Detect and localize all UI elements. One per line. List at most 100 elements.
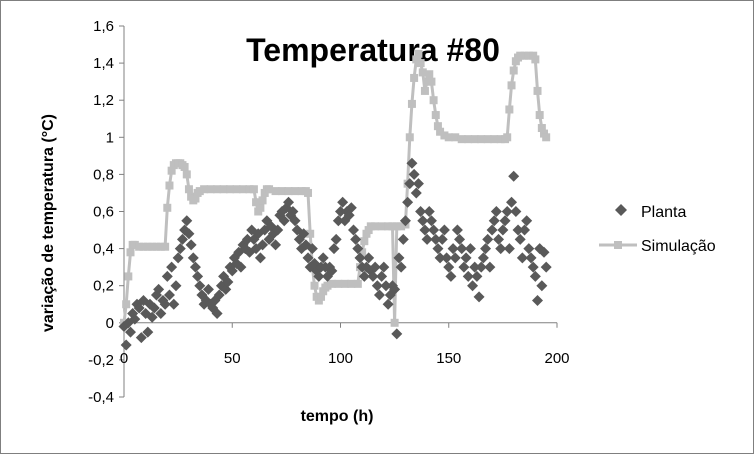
- simulacao-point: [304, 188, 313, 197]
- planta-point: [445, 270, 457, 282]
- planta-point: [382, 298, 394, 310]
- planta-point: [302, 252, 314, 264]
- planta-point: [441, 252, 453, 264]
- planta-point: [352, 243, 364, 255]
- simulacao-point: [278, 187, 287, 196]
- simulacao-point: [256, 203, 265, 212]
- planta-point: [211, 308, 223, 320]
- planta-point: [438, 224, 450, 236]
- simulacao-point: [384, 222, 393, 231]
- simulacao-point: [533, 86, 542, 95]
- simulacao-point: [535, 111, 544, 120]
- planta-point: [482, 233, 494, 245]
- planta-point: [254, 252, 266, 264]
- simulacao-point: [130, 240, 139, 249]
- y-axis-label: variação de temperatura (°C): [40, 114, 57, 332]
- planta-point: [270, 239, 282, 251]
- y-tick-label: 0: [106, 315, 114, 332]
- planta-point: [402, 196, 414, 208]
- simulacao-point: [163, 203, 172, 212]
- planta-point: [529, 270, 541, 282]
- planta-point: [419, 224, 431, 236]
- simulacao-point: [239, 185, 248, 194]
- planta-point: [133, 302, 145, 314]
- planta-point: [350, 233, 362, 245]
- planta-point: [185, 239, 197, 251]
- x-axis-label: tempo (h): [301, 408, 374, 425]
- planta-point: [499, 215, 511, 227]
- simulacao-point: [327, 279, 336, 288]
- simulacao-point: [334, 279, 343, 288]
- planta-point: [373, 289, 385, 301]
- y-tick-label: 1: [106, 129, 114, 146]
- simulacao-point: [297, 187, 306, 196]
- planta-point: [454, 233, 466, 245]
- planta-point: [155, 308, 167, 320]
- simulacao-point: [429, 96, 438, 105]
- planta-point: [148, 302, 160, 314]
- simulacao-point: [477, 135, 486, 144]
- planta-point: [328, 243, 340, 255]
- planta-point: [521, 215, 533, 227]
- planta-point: [495, 243, 507, 255]
- simulacao-point: [347, 279, 356, 288]
- planta-point: [540, 261, 552, 273]
- planta-point: [326, 265, 338, 277]
- planta-point: [516, 252, 528, 264]
- planta-point: [289, 215, 301, 227]
- planta-point: [345, 202, 357, 214]
- simulacao-point: [377, 222, 386, 231]
- x-tick-label: 200: [544, 350, 569, 367]
- planta-point: [378, 261, 390, 273]
- planta-point: [469, 261, 481, 273]
- planta-point: [376, 270, 388, 282]
- planta-point: [447, 243, 459, 255]
- planta-point: [488, 215, 500, 227]
- simulacao-point: [490, 135, 499, 144]
- planta-point: [124, 326, 136, 338]
- planta-point: [527, 261, 539, 273]
- planta-point: [480, 243, 492, 255]
- planta-point: [213, 289, 225, 301]
- simulacao-point: [418, 68, 427, 77]
- legend-item-simulacao: Simulação: [599, 238, 716, 255]
- simulacao-point: [509, 66, 518, 75]
- simulacao-point: [340, 279, 349, 288]
- planta-point: [347, 224, 359, 236]
- simulacao-point: [167, 166, 176, 175]
- planta-point: [512, 224, 524, 236]
- simulacao-point: [284, 187, 293, 196]
- simulacao-point: [182, 170, 191, 179]
- planta-point: [484, 261, 496, 273]
- simulacao-point: [414, 49, 423, 58]
- simulacao-point: [407, 99, 416, 108]
- simulacao-point: [360, 237, 369, 246]
- y-tick-label: 1,6: [93, 18, 114, 35]
- planta-point: [536, 280, 548, 292]
- simulacao-point: [126, 248, 135, 257]
- planta-point: [519, 224, 531, 236]
- planta-point: [192, 270, 204, 282]
- planta-point: [163, 289, 175, 301]
- simulacao-point: [143, 242, 152, 251]
- simulacao-point: [226, 185, 235, 194]
- simulacao-point: [423, 77, 432, 86]
- planta-point: [330, 233, 342, 245]
- simulacao-point: [366, 222, 375, 231]
- simulacao-point: [392, 222, 401, 231]
- planta-point: [332, 215, 344, 227]
- planta-point: [172, 252, 184, 264]
- simulacao-point: [161, 242, 170, 251]
- planta-point: [170, 280, 182, 292]
- planta-point: [257, 239, 269, 251]
- chart-title: Temperatura #80: [246, 32, 500, 68]
- simulacao-point: [213, 185, 222, 194]
- planta-point: [168, 298, 180, 310]
- planta-point: [473, 291, 485, 303]
- y-tick-label: 0,2: [93, 278, 114, 295]
- simulacao-point: [464, 135, 473, 144]
- planta-point: [421, 233, 433, 245]
- y-tick-label: 0,6: [93, 204, 114, 221]
- planta-point: [393, 252, 405, 264]
- planta-point: [471, 270, 483, 282]
